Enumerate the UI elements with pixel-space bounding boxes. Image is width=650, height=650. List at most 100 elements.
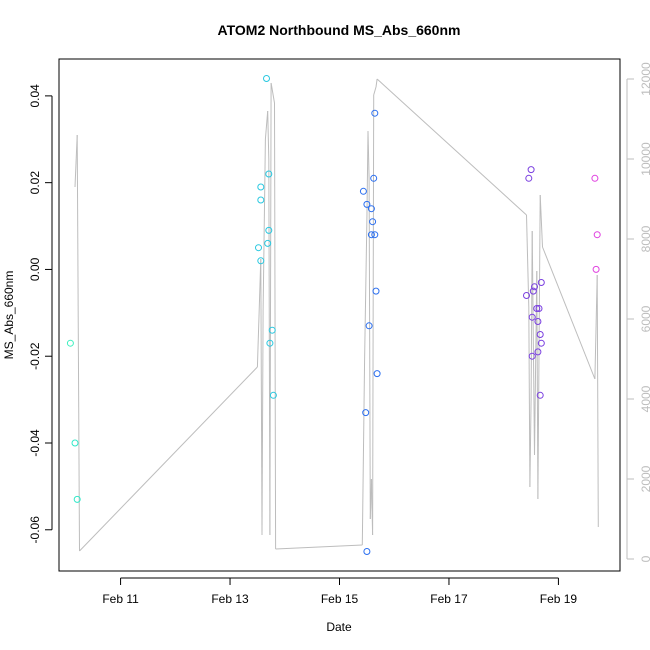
data-point (371, 109, 379, 117)
data-point (264, 239, 272, 247)
data-point (536, 391, 544, 399)
data-point (257, 257, 265, 265)
y2-tick-label: 0 (639, 555, 650, 562)
secondary-series-segment (375, 78, 378, 88)
secondary-series (74, 78, 599, 552)
y2-tick-label: 6000 (639, 305, 650, 332)
secondary-series-segment (275, 544, 363, 550)
plot-area-frame (58, 58, 621, 572)
secondary-series-segment (366, 130, 369, 220)
y-tick-label: 0.04 (28, 84, 42, 108)
data-point (265, 226, 273, 234)
x-tick-label: Feb 15 (321, 592, 359, 606)
data-point (369, 218, 377, 226)
data-point (534, 348, 542, 356)
data-point (533, 305, 541, 312)
data-point (265, 170, 273, 178)
secondary-series-segment (79, 366, 258, 552)
secondary-series-segment (76, 134, 80, 552)
x-axis: Feb 11 Feb 13 Feb 15 Feb 17 Feb 19 (102, 577, 578, 606)
y-tick-label: -0.06 (28, 516, 42, 544)
x-axis-label: Date (326, 620, 352, 634)
secondary-series-segment (368, 178, 371, 520)
data-point (73, 495, 81, 503)
x-tick-label: Feb 17 (430, 592, 468, 606)
data-point (365, 322, 373, 330)
secondary-series-segment (526, 214, 530, 308)
data-point (359, 187, 367, 195)
data-point (268, 326, 276, 334)
data-point (523, 292, 530, 299)
secondary-series-segment (270, 82, 275, 104)
secondary-series-segment (376, 78, 527, 216)
data-point (531, 283, 538, 291)
secondary-series-segment (372, 94, 375, 536)
data-point (367, 231, 375, 239)
data-point (71, 439, 79, 447)
secondary-series-segment (531, 230, 535, 456)
data-point (371, 231, 379, 239)
data-point (591, 174, 599, 182)
secondary-series-segment (539, 194, 543, 248)
y-tick-label: 0.02 (28, 171, 42, 195)
data-point (529, 287, 537, 295)
chart-title: ATOM2 Northbound MS_Abs_660nm (218, 22, 461, 38)
data-point (525, 174, 533, 182)
secondary-series-segment (534, 270, 538, 456)
y2-tick-label: 2000 (639, 465, 650, 492)
secondary-series-segment (274, 102, 277, 550)
data-point (527, 166, 535, 174)
secondary-series-segment (262, 138, 266, 312)
x-tick-label: Feb 19 (540, 592, 578, 606)
data-point (373, 370, 381, 378)
y-axis: -0.06 -0.04 -0.02 0.00 0.02 0.04 (28, 84, 53, 544)
data-point (257, 183, 265, 191)
data-point (535, 305, 543, 312)
secondary-series-segment (267, 110, 270, 160)
data-point (528, 352, 536, 360)
y2-axis: 0 2000 4000 6000 8000 10000 12000 (626, 62, 650, 562)
y-axis-label: MS_Abs_660nm (2, 271, 16, 360)
secondary-series-segment (542, 246, 596, 380)
y2-tick-label: 12000 (639, 62, 650, 96)
x-tick-label: Feb 13 (211, 592, 249, 606)
secondary-series-segment (529, 398, 532, 488)
x-tick-label: Feb 11 (102, 592, 139, 606)
y2-tick-label: 4000 (639, 385, 650, 412)
data-point (363, 548, 371, 555)
secondary-series-segment (373, 86, 377, 96)
data-point (370, 174, 378, 182)
data-point (593, 231, 601, 239)
data-point (255, 244, 262, 252)
data-point (536, 331, 544, 338)
secondary-series-segment (367, 130, 370, 180)
data-point (266, 339, 274, 347)
data-point (363, 200, 371, 208)
data-points (66, 75, 601, 555)
y2-tick-label: 10000 (639, 142, 650, 176)
data-point (362, 409, 370, 417)
secondary-series-segment (261, 310, 264, 536)
secondary-series-segment (256, 258, 262, 368)
data-point (534, 318, 542, 325)
data-point (257, 196, 265, 204)
secondary-series-segment (364, 218, 368, 360)
data-point (372, 287, 380, 295)
secondary-series-segment (528, 306, 531, 488)
data-point (537, 339, 545, 347)
data-point (269, 391, 277, 399)
data-point (367, 205, 375, 213)
data-point (528, 313, 536, 321)
secondary-series-segment (596, 274, 599, 528)
y-tick-label: -0.04 (28, 429, 42, 457)
data-point (592, 265, 600, 273)
data-point (537, 279, 545, 286)
secondary-series-segment (361, 358, 366, 546)
data-point (66, 339, 74, 347)
y-tick-label: -0.02 (28, 342, 42, 370)
secondary-series-segment (269, 82, 272, 536)
y-tick-label: 0.00 (28, 257, 42, 281)
data-point (263, 75, 270, 82)
secondary-series-segment (537, 194, 541, 500)
